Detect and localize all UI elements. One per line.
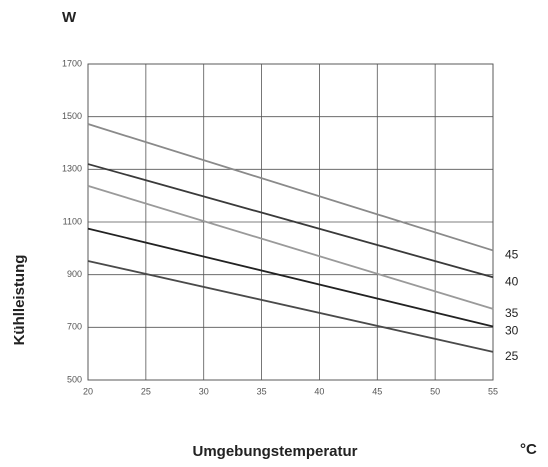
line bbox=[87, 163, 494, 279]
x-tick-label: 25 bbox=[141, 386, 151, 396]
y-tick-label: 900 bbox=[67, 269, 82, 279]
y-axis-label: Kühlleistung bbox=[11, 255, 28, 346]
x-tick-label: 55 bbox=[488, 386, 498, 396]
series-label: 35 bbox=[505, 306, 519, 320]
x-axis-label: Umgebungstemperatur bbox=[192, 443, 357, 460]
series-label: 30 bbox=[505, 324, 519, 338]
x-tick-label: 50 bbox=[430, 386, 440, 396]
x-tick-label: 20 bbox=[83, 386, 93, 396]
line bbox=[87, 123, 494, 252]
series-label: 40 bbox=[505, 274, 519, 288]
series-label: 45 bbox=[505, 248, 519, 262]
line bbox=[87, 227, 494, 328]
x-unit: °C bbox=[520, 441, 537, 458]
y-tick-label: 500 bbox=[67, 374, 82, 384]
line bbox=[87, 260, 494, 353]
y-tick-label: 1700 bbox=[62, 58, 82, 68]
line bbox=[87, 185, 494, 310]
x-tick-label: 45 bbox=[372, 386, 382, 396]
x-tick-label: 40 bbox=[314, 386, 324, 396]
y-tick-label: 1500 bbox=[62, 111, 82, 121]
y-tick-label: 1300 bbox=[62, 164, 82, 174]
y-tick-label: 700 bbox=[67, 322, 82, 332]
y-tick-label: 1100 bbox=[63, 216, 82, 226]
x-tick-label: 35 bbox=[257, 386, 267, 396]
x-tick-label: 30 bbox=[199, 386, 209, 396]
y-unit: W bbox=[62, 9, 77, 26]
series-label: 25 bbox=[505, 349, 519, 363]
